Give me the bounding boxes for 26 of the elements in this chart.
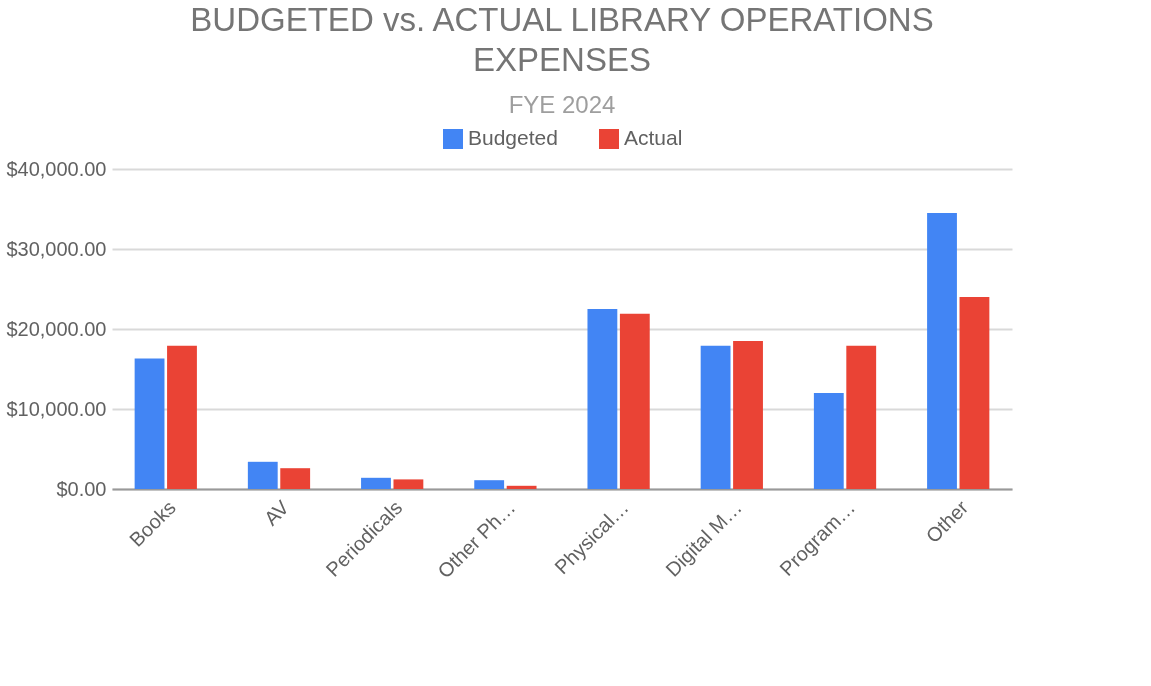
bar (506, 485, 537, 489)
y-tick-label: $30,000.00 (6, 237, 107, 260)
chart-title: BUDGETED vs. ACTUAL LIBRARY OPERATIONS EXPENSES (190, 1, 934, 78)
bar (846, 345, 877, 489)
bar (361, 477, 391, 489)
bar (280, 468, 311, 489)
bar (733, 341, 763, 489)
y-tick-label: $40,000.00 (6, 157, 107, 180)
bar (813, 393, 844, 489)
x-tick-label: AV (259, 495, 294, 530)
bar (247, 461, 278, 489)
legend-label: Actual (624, 126, 683, 149)
bar (959, 297, 990, 489)
bar (167, 345, 197, 489)
bar (393, 479, 424, 489)
y-tick-label: $20,000.00 (6, 317, 107, 340)
bar (927, 213, 957, 489)
bar (619, 313, 650, 489)
y-tick-label: $0.00 (56, 477, 107, 500)
chart-subtitle: FYE 2024 (508, 91, 616, 118)
bar (587, 309, 618, 489)
bar (134, 358, 165, 489)
bar (700, 345, 731, 489)
bar (474, 480, 505, 489)
legend-label: Budgeted (468, 126, 558, 149)
y-tick-label: $10,000.00 (6, 397, 107, 420)
